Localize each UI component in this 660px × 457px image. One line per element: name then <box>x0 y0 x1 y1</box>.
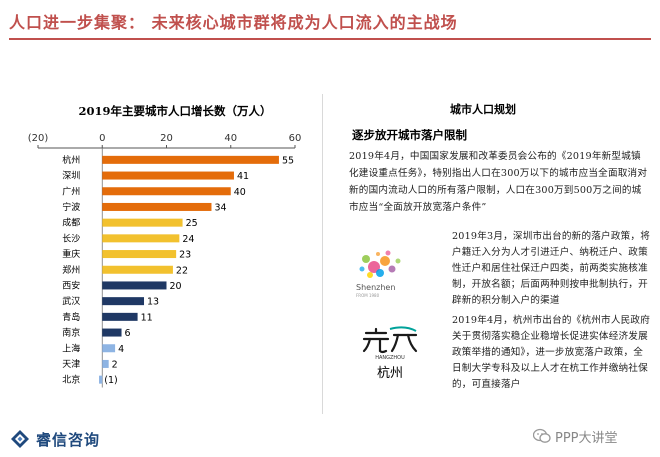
data-label: 24 <box>182 234 194 245</box>
bar <box>102 171 234 180</box>
brand-name: 睿信咨询 <box>36 430 101 449</box>
bar <box>102 312 138 321</box>
shenzhen-caption: Shenzhen <box>356 283 396 292</box>
brand: 睿信咨询 <box>10 428 100 450</box>
category-label: 青岛 <box>62 311 80 323</box>
x-tick-label: 20 <box>160 133 173 144</box>
x-tick-label: 40 <box>224 133 237 144</box>
population-growth-chart: (20) 0 20 40 60 杭州 55 深圳 41 广州 40 宁波 34 成都 25 长沙 24 重庆 23 郑… <box>28 133 302 388</box>
policy-national: 2019年4月，中国国家发展和改革委员会公布的《2019年新型城镇化建设重点任务… <box>349 151 648 213</box>
hangzhou-logo: HANGZHOU 杭州 <box>360 325 420 385</box>
bar <box>102 202 212 211</box>
category-label: 郑州 <box>62 264 80 276</box>
data-label: 4 <box>118 344 124 355</box>
category-label: 武汉 <box>62 295 80 307</box>
category-label: 长沙 <box>62 232 80 244</box>
bar <box>102 187 231 196</box>
chart-title: 2019年主要城市人口增长数（万人） <box>78 104 272 118</box>
category-label: 南京 <box>62 327 80 339</box>
category-label: 西安 <box>62 279 80 291</box>
category-label: 天津 <box>62 359 80 370</box>
data-label: 13 <box>147 297 159 308</box>
bar <box>102 297 145 306</box>
x-tick-label: (20) <box>28 133 49 144</box>
hangzhou-caption-en: HANGZHOU <box>375 355 405 361</box>
watermark-text: PPP大讲堂 <box>555 430 618 446</box>
title-rule <box>9 38 651 40</box>
hangzhou-emblem-icon <box>362 326 418 354</box>
category-label: 广州 <box>62 185 80 197</box>
panel-subheading: 逐步放开城市落户限制 <box>352 128 467 142</box>
data-label: 40 <box>234 187 246 198</box>
bar <box>102 265 173 274</box>
watermark: PPP大讲堂 <box>533 425 618 447</box>
bar <box>99 375 103 384</box>
page-title: 人口进一步集聚： 未来核心城市群将成为人口流入的主战场 <box>9 13 458 32</box>
panel-heading: 城市人口规划 <box>450 103 516 116</box>
category-label: 深圳 <box>62 171 80 182</box>
data-label: 25 <box>186 218 198 229</box>
data-label: 20 <box>170 281 182 292</box>
data-label: (1) <box>104 375 117 386</box>
data-label: 55 <box>282 155 294 166</box>
bar <box>102 328 122 337</box>
category-label: 重庆 <box>62 248 80 260</box>
bar <box>102 155 279 164</box>
data-label: 6 <box>125 328 131 339</box>
shenzhen-emblem-icon <box>359 250 401 278</box>
panel-divider <box>322 94 323 414</box>
bar <box>102 344 116 353</box>
hangzhou-caption-cn: 杭州 <box>376 366 403 381</box>
x-tick-label: 60 <box>289 133 302 144</box>
data-label: 23 <box>179 250 191 261</box>
category-label: 北京 <box>62 374 80 386</box>
wechat-icon <box>533 428 551 443</box>
policy-hangzhou: 2019年4月，杭州市出台的《杭州市人民政府关于贯彻落实稳企业稳增长促进实体经济… <box>452 315 651 390</box>
x-tick-label: 0 <box>99 133 105 144</box>
shenzhen-logo: Shenzhen FROM 1980 <box>352 245 432 300</box>
data-label: 34 <box>214 202 226 213</box>
bar <box>102 234 180 243</box>
category-label: 宁波 <box>62 201 80 213</box>
data-label: 22 <box>176 265 188 276</box>
bar <box>102 281 167 290</box>
brand-logo-icon <box>11 430 29 448</box>
category-label: 杭州 <box>62 154 80 166</box>
data-label: 41 <box>237 171 249 182</box>
policy-shenzhen: 2019年3月，深圳市出台的新的落户政策，将户籍迁入分为人才引进迁户、纳税迁户、… <box>452 231 651 306</box>
data-label: 11 <box>141 312 153 323</box>
shenzhen-tagline: FROM 1980 <box>356 293 380 298</box>
category-label: 上海 <box>62 342 80 354</box>
category-label: 成都 <box>62 217 80 229</box>
bar <box>102 250 177 259</box>
data-label: 2 <box>112 359 118 370</box>
bar <box>102 359 109 368</box>
bar <box>102 218 183 227</box>
